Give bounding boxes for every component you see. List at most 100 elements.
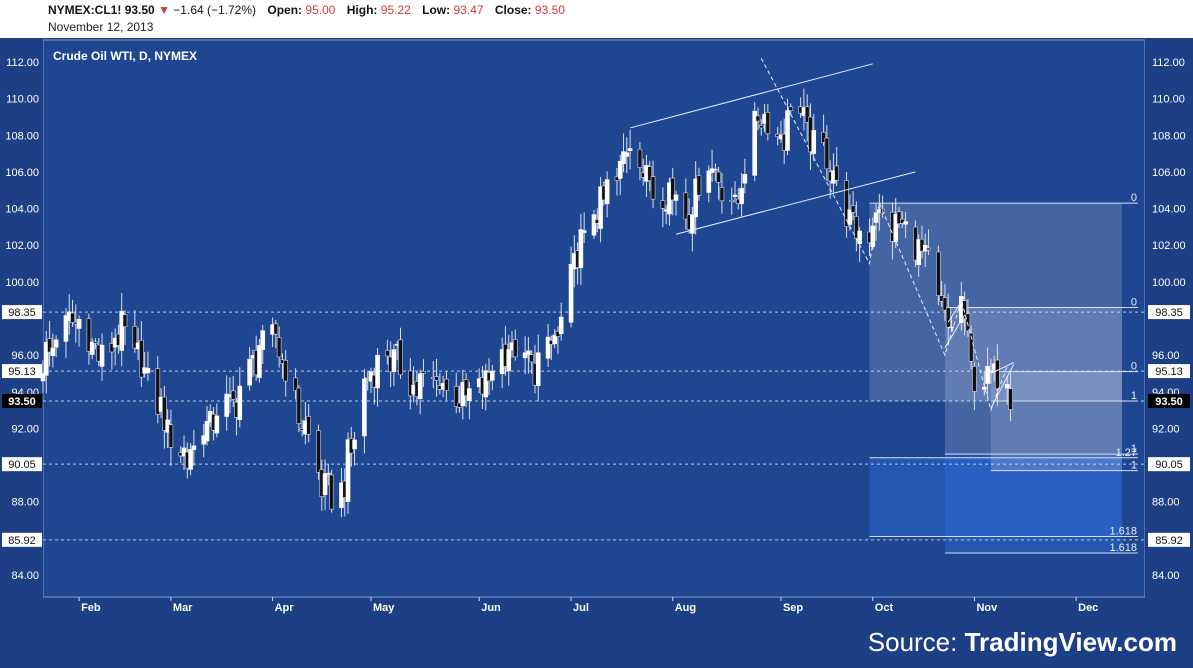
candle-body — [408, 370, 413, 397]
candle-body — [53, 339, 59, 348]
x-tick-label: Feb — [81, 602, 101, 614]
candle-body — [247, 358, 252, 386]
candle-body — [732, 194, 738, 197]
candle-body — [306, 416, 311, 435]
fib-level-label: 0 — [1131, 297, 1137, 309]
y-tick-label-right: 108.00 — [1152, 130, 1186, 142]
y-tick-label-left: 108.00 — [5, 130, 39, 142]
candle-body — [683, 192, 689, 220]
pennant-lower-line — [990, 364, 1015, 409]
candle-body — [362, 378, 367, 437]
candle-body — [50, 347, 56, 357]
candle-body — [591, 214, 597, 236]
candle-body — [988, 370, 994, 373]
candle-body — [804, 106, 810, 123]
candle-body — [716, 171, 721, 183]
candle-body — [545, 336, 551, 359]
candle-body — [345, 439, 351, 502]
candle-body — [650, 176, 656, 200]
candle-body — [43, 341, 49, 376]
candle-body — [647, 166, 653, 181]
candle-body — [1008, 388, 1013, 410]
candle-body — [637, 148, 643, 168]
y-tick-label-left: 100.00 — [5, 277, 39, 289]
candle-body — [86, 318, 92, 352]
candle-body — [316, 430, 321, 473]
candle-body — [76, 318, 82, 329]
x-axis-labels: Feb Mar Apr May Jun Jul Aug Sep Oct Nov Dec — [78, 597, 1098, 614]
x-tick-label: Aug — [675, 602, 696, 614]
low-label: Low: — [422, 3, 451, 17]
fib-level-label: 1.618 — [1109, 526, 1137, 538]
channel-lower-line — [675, 171, 916, 235]
change: −1.64 (−1.72%) — [173, 3, 257, 17]
candle-body — [529, 354, 534, 363]
candle-body — [293, 377, 298, 391]
candle-body — [122, 314, 128, 327]
candle-body — [70, 312, 75, 323]
candle-body — [145, 368, 151, 374]
candle-body — [322, 473, 328, 495]
y-tick-label-right: 106.00 — [1152, 167, 1186, 179]
candle-body — [132, 326, 138, 349]
candle-body — [824, 137, 830, 170]
candle-body — [214, 415, 220, 434]
candle-body — [204, 421, 210, 442]
high-label: High: — [346, 3, 378, 17]
candle-body — [558, 316, 564, 334]
price-label-box-right — [1148, 305, 1190, 320]
y-tick-label-right: 96.00 — [1152, 350, 1180, 362]
candle-body — [729, 199, 735, 202]
candle-body — [535, 352, 541, 386]
candle-body — [752, 110, 758, 176]
price-label-box-left — [2, 364, 42, 379]
high-value: 95.22 — [380, 3, 411, 17]
candle-body — [483, 370, 489, 398]
price-label-left: 93.50 — [8, 396, 36, 408]
candle-body — [155, 368, 161, 415]
candle-body — [709, 168, 715, 173]
candle-body — [821, 131, 826, 143]
price-label-box-left — [2, 393, 42, 408]
y-tick-label-right: 88.00 — [1152, 497, 1180, 509]
x-tick-label: Sep — [783, 602, 803, 614]
y-tick-label-right: 104.00 — [1152, 204, 1186, 216]
candle-body — [552, 334, 557, 345]
source-prefix: Source: — [867, 627, 965, 657]
candle-body — [99, 344, 105, 367]
candle-body — [230, 390, 236, 400]
candle-body — [693, 178, 698, 218]
price-label-box-right — [1148, 364, 1190, 379]
ohlc-row: NYMEX:CL1! 93.50 ▼ −1.64 (−1.72%) Open: … — [48, 3, 565, 17]
candle-body — [463, 379, 469, 396]
candle-body — [765, 112, 771, 135]
fib-level-label: 1.618 — [1109, 542, 1137, 554]
symbol: NYMEX:CL1! — [48, 3, 122, 17]
candle-body — [385, 350, 390, 357]
x-tick-label: Oct — [875, 602, 894, 614]
candle-body — [850, 205, 856, 213]
y-tick-label-right: 102.00 — [1152, 240, 1186, 252]
candle-body — [673, 194, 679, 201]
candle-body — [139, 339, 144, 378]
candle-body — [417, 373, 423, 399]
candle-body — [617, 160, 623, 179]
candle-body — [224, 393, 229, 417]
candle-body — [758, 125, 764, 129]
x-tick-label: Dec — [1078, 602, 1098, 614]
flag-upper-line — [947, 296, 966, 323]
source-watermark: Source: TradingView.com — [868, 627, 1177, 658]
x-tick-label: Apr — [275, 602, 295, 614]
chart-title: Crude Oil WTI, D, NYMEX — [53, 49, 197, 63]
price-label-box-right — [1148, 532, 1190, 547]
candle-body — [375, 354, 380, 389]
candle-body — [352, 439, 357, 450]
candle-body — [276, 337, 282, 358]
candle-body — [526, 350, 531, 356]
price-label-right: 95.13 — [1155, 366, 1183, 378]
candle-body — [604, 179, 610, 205]
candle-body — [942, 297, 948, 311]
price-label-left: 95.13 — [8, 366, 36, 378]
price-label-box-left — [2, 457, 42, 472]
